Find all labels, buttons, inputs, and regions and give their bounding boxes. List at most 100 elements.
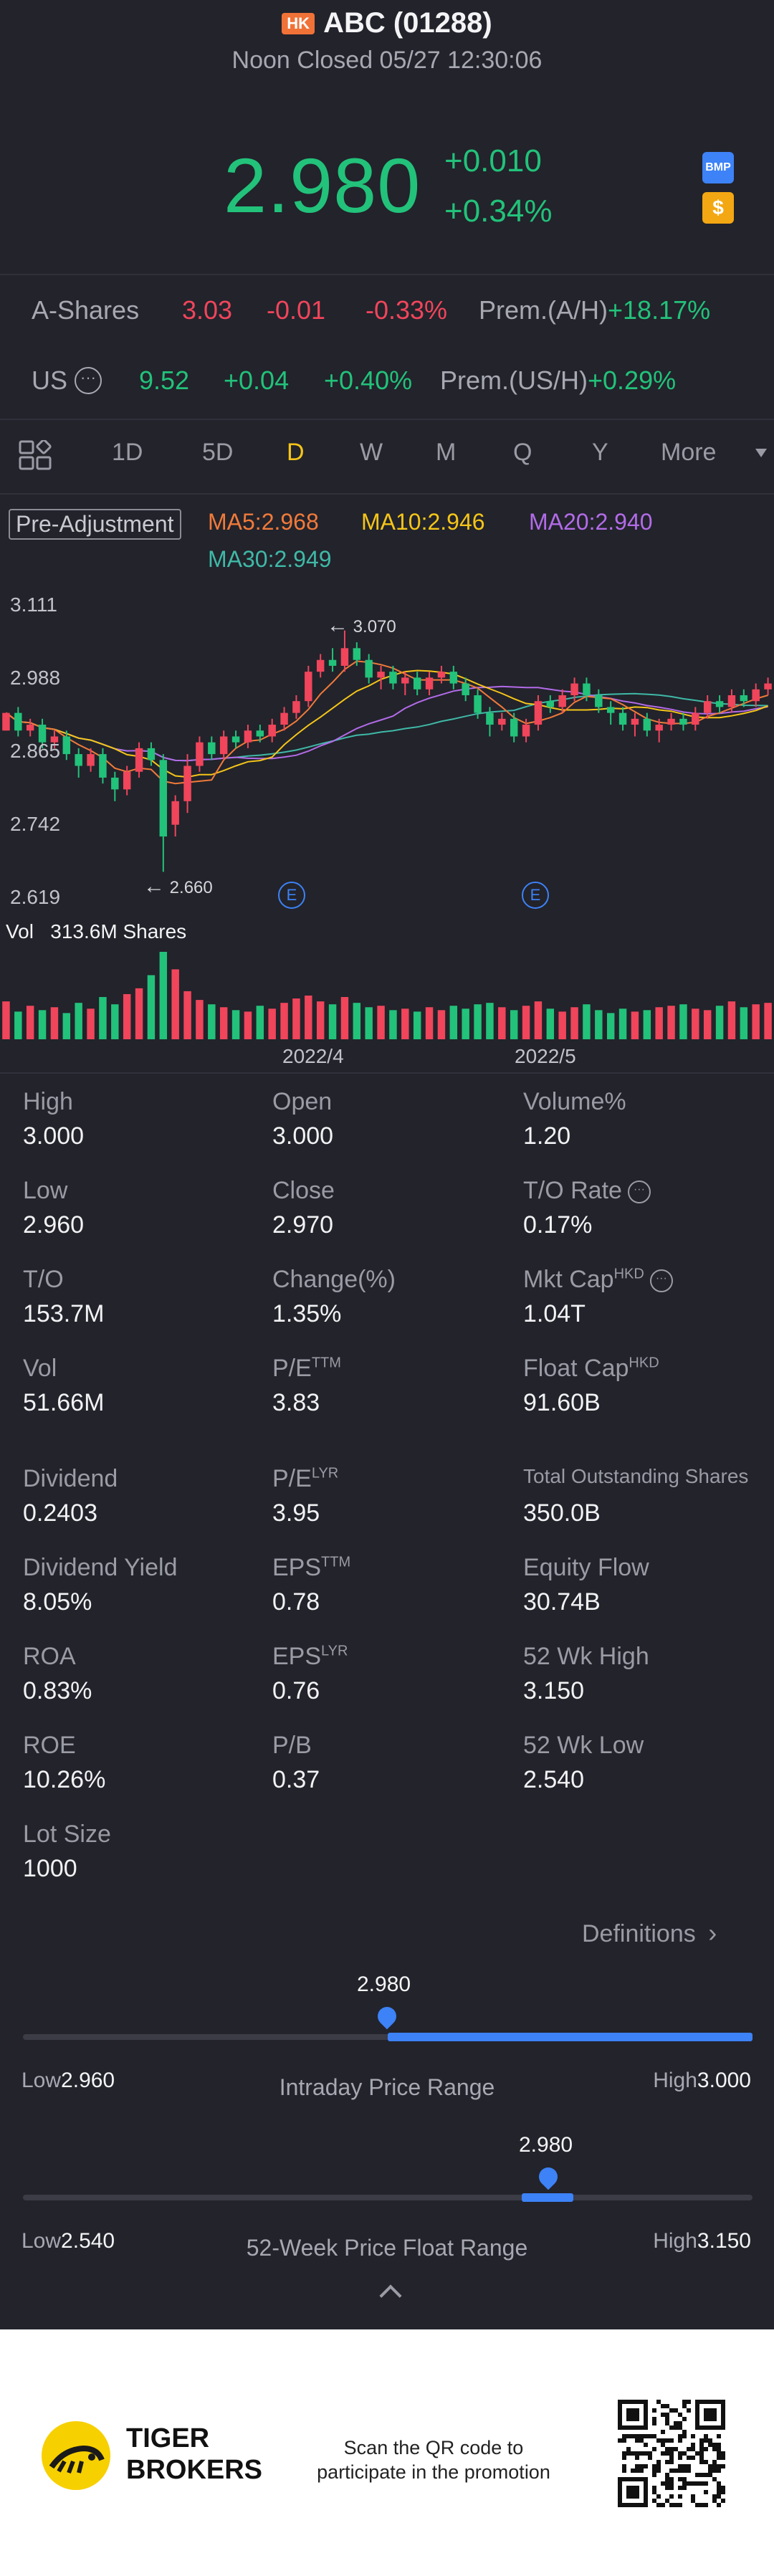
qr-module (699, 2447, 704, 2451)
a-shares-row[interactable]: A-Shares (32, 295, 139, 325)
qr-module (618, 2490, 622, 2494)
volume-bar (159, 952, 168, 1039)
volume-bar (147, 975, 156, 1039)
qr-module (717, 2451, 721, 2456)
low-label: Low (22, 2229, 62, 2253)
event-marker[interactable]: E (522, 882, 549, 909)
candle (159, 760, 168, 837)
more-dots-icon[interactable]: ··· (75, 367, 102, 394)
stat-label: Float CapHKD (523, 1355, 659, 1383)
stat-value: 1.04T (523, 1300, 586, 1327)
qr-module (717, 2481, 721, 2486)
info-dots-icon[interactable]: ··· (649, 1269, 673, 1293)
qr-code[interactable] (618, 2400, 725, 2507)
candle (244, 730, 252, 743)
price-change: +0.010 (444, 143, 542, 178)
qr-module (656, 2468, 661, 2473)
us-premium: Prem.(US/H)+0.29% (440, 366, 676, 396)
us-row[interactable]: US ··· (32, 366, 102, 396)
premium-value: +0.29% (588, 366, 677, 395)
price-chart[interactable]: 3.111 2.988 2.865 2.742 2.619 ← 3.070 ← … (0, 588, 774, 917)
candle (340, 648, 349, 666)
qr-module (635, 2456, 639, 2460)
definitions-link[interactable]: Definitions › (582, 1918, 717, 1948)
info-dots-icon[interactable]: ··· (627, 1180, 651, 1204)
stat-label: Volume% (523, 1088, 626, 1116)
qr-module (678, 2421, 682, 2425)
stat-label: 52 Wk Low (523, 1732, 644, 1760)
stat-label-sup: TTM (311, 1355, 341, 1371)
bmp-icon[interactable]: BMP (702, 152, 734, 183)
stat-label: Total Outstanding Shares (523, 1465, 748, 1488)
stat-value: 0.17% (523, 1211, 593, 1239)
qr-module (721, 2413, 725, 2417)
qr-module (704, 2481, 708, 2486)
event-marker[interactable]: E (278, 882, 305, 909)
volume-bar (534, 1001, 543, 1039)
candle (643, 718, 651, 731)
tab-d[interactable]: D (287, 439, 305, 466)
volume-bar (292, 998, 300, 1039)
qr-module (669, 2494, 674, 2499)
stat-label-text: Equity Flow (523, 1554, 649, 1581)
qr-module (661, 2443, 665, 2447)
candle (715, 701, 724, 707)
week52-title: 52-Week Price Float Range (246, 2235, 528, 2261)
candle (570, 683, 578, 695)
market-status: Noon Closed 05/27 12:30:06 (231, 47, 543, 74)
qr-module (708, 2425, 712, 2430)
stat-label: Vol (23, 1355, 57, 1383)
qr-module (622, 2425, 626, 2430)
volume-bar (365, 1007, 373, 1039)
tab-m[interactable]: M (436, 439, 457, 466)
caret-down-icon[interactable] (755, 449, 767, 457)
qr-module (635, 2464, 639, 2468)
dollar-icon[interactable]: $ (702, 192, 734, 224)
qr-module (631, 2490, 635, 2494)
qr-module (665, 2460, 669, 2464)
qr-module (674, 2503, 678, 2507)
candle (474, 695, 482, 713)
volume-bar (280, 1003, 288, 1039)
volume-bar (679, 1004, 687, 1039)
qr-module (717, 2425, 721, 2430)
tab-w[interactable]: W (360, 439, 383, 466)
qr-module (695, 2481, 699, 2486)
qr-module (656, 2460, 661, 2464)
stat-label: ROE (23, 1732, 76, 1760)
qr-module (704, 2490, 708, 2494)
qr-module (635, 2477, 639, 2481)
pre-adjustment-button[interactable]: Pre-Adjustment (9, 509, 181, 540)
qr-module (721, 2451, 725, 2456)
qr-module (687, 2464, 691, 2468)
price-change-pct: +0.34% (444, 194, 553, 229)
candle (292, 701, 300, 713)
candle (171, 801, 179, 825)
qr-module (708, 2438, 712, 2443)
a-shares-change: -0.01 (267, 295, 326, 325)
qr-module (622, 2464, 626, 2468)
volume-chart[interactable] (0, 946, 774, 1039)
volume-bar (643, 1010, 651, 1039)
qr-module (695, 2404, 699, 2408)
volume-bar (62, 1013, 71, 1039)
tab-q[interactable]: Q (513, 439, 532, 466)
stat-label: High (23, 1088, 73, 1116)
tab-y[interactable]: Y (592, 439, 608, 466)
qr-module (665, 2477, 669, 2481)
qr-module (639, 2438, 644, 2443)
qr-module (682, 2434, 687, 2438)
qr-module (665, 2481, 669, 2486)
qr-module (652, 2468, 656, 2473)
volume-bar (99, 997, 107, 1039)
qr-module (708, 2400, 712, 2404)
tab-1d[interactable]: 1D (112, 439, 143, 466)
promo-line2: participate in the promotion (317, 2461, 550, 2483)
chevron-up-icon[interactable] (379, 2284, 402, 2307)
qr-module (665, 2486, 669, 2490)
intraday-high: High3.000 (653, 2069, 751, 2093)
tab-more[interactable]: More (661, 439, 717, 466)
tab-5d[interactable]: 5D (202, 439, 234, 466)
layout-grid-icon[interactable] (19, 439, 53, 472)
stat-label-text: Total Outstanding Shares (523, 1465, 749, 1487)
